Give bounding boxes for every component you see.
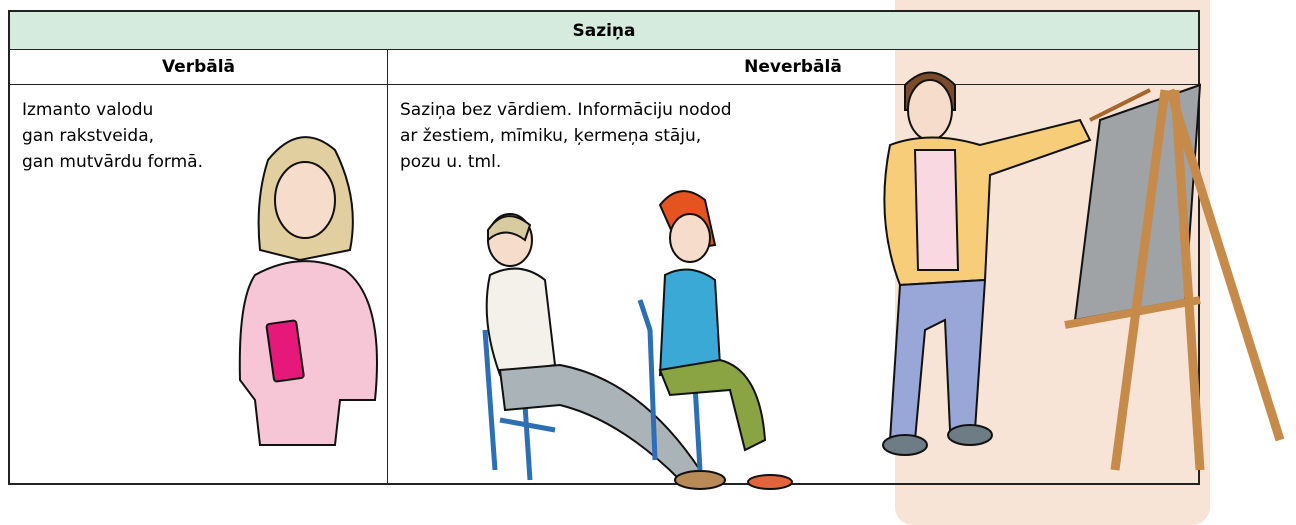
cell-line: Saziņa bez vārdiem. Informāciju nodod: [400, 100, 732, 120]
cell-line: Izmanto valodu: [22, 100, 154, 120]
cell: Saziņa bez vārdiem. Informāciju nodod ar…: [388, 85, 1198, 483]
column-header: Verbālā: [10, 49, 388, 85]
cell-line: ar žestiem, mīmiku, ķermeņa stāju,: [400, 126, 702, 146]
seated-man-illustration: [482, 213, 726, 490]
cell-line: pozu u. tml.: [400, 152, 502, 172]
girl-illustration: [238, 136, 378, 446]
cell-line: gan mutvārdu formā.: [22, 152, 203, 172]
seated-woman-illustration: [637, 190, 793, 490]
cell: Izmanto valodu gan rakstveida, gan mutvā…: [10, 85, 388, 483]
table: Saziņa Verbālā Neverbālā Izmanto valodu …: [8, 10, 1200, 485]
cell-line: gan rakstveida,: [22, 126, 155, 146]
teacher-illustration: [882, 71, 1285, 471]
table-title: Saziņa: [10, 12, 1198, 50]
column-header: Neverbālā: [388, 49, 1198, 85]
